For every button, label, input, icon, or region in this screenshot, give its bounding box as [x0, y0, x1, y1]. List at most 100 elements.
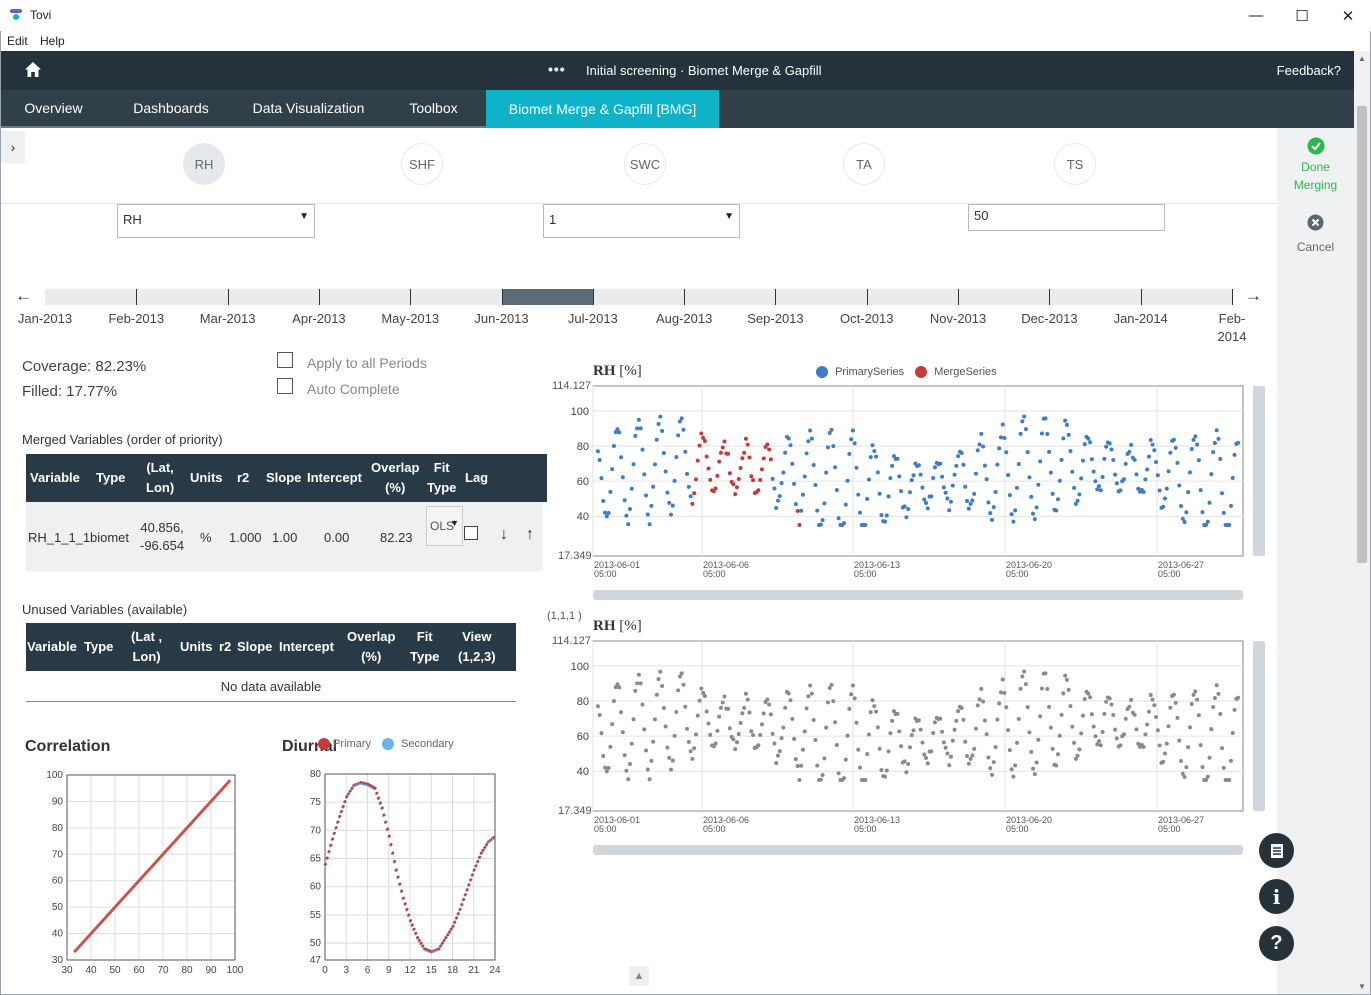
timeline-month-label[interactable]: Jan-2014 [1113, 311, 1168, 326]
y-tick-label: 40 [577, 766, 589, 778]
data-point [925, 506, 930, 511]
apply-all-checkbox[interactable] [277, 352, 293, 368]
period-select[interactable]: 1 ▼ [543, 204, 740, 238]
data-point [891, 709, 896, 714]
data-point [1077, 492, 1082, 497]
notes-icon[interactable] [1259, 833, 1294, 868]
rh-comparison-chart[interactable]: 2013-06-0105:002013-06-0605:002013-06-13… [560, 638, 1265, 863]
expand-sidebar-chevron-icon[interactable]: › [1, 131, 25, 163]
timeline-month-label[interactable]: Jan-2013 [17, 311, 73, 326]
variable-button-shf[interactable]: SHF [401, 143, 443, 185]
x-tick-label: 05:00 [703, 569, 726, 579]
data-point [1141, 745, 1146, 750]
timeline-month-label[interactable]: Sep-2013 [747, 311, 804, 326]
data-point [1182, 519, 1187, 524]
data-point [690, 756, 695, 761]
timeline-prev-arrow-icon[interactable]: ← [15, 286, 32, 305]
data-point [818, 777, 823, 782]
tab-data-visualization[interactable]: Data Visualization [236, 90, 381, 128]
data-point [603, 765, 608, 770]
timeline-tick [227, 289, 229, 305]
window-input[interactable]: 50 [968, 204, 1165, 231]
tab-overview[interactable]: Overview [1, 90, 106, 128]
data-point [595, 704, 600, 709]
x-tick-label: 2013-06-20 [1006, 560, 1052, 570]
minimize-button[interactable]: — [1248, 7, 1264, 24]
more-options-icon[interactable]: ••• [548, 61, 566, 77]
data-point [636, 417, 641, 422]
timeline-month-label[interactable]: Aug-2013 [655, 311, 713, 326]
data-point [606, 766, 611, 771]
tab-biomet-merge-gapfill[interactable]: Biomet Merge & Gapfill [BMG] [486, 90, 719, 128]
data-point [1218, 711, 1223, 716]
data-point [940, 729, 945, 734]
primary-point [453, 920, 457, 924]
variable-select[interactable]: RH ▼ [117, 204, 315, 238]
tab-toolbox[interactable]: Toolbox [381, 90, 486, 128]
info-icon[interactable]: i [1259, 879, 1294, 914]
move-down-arrow-icon[interactable]: ↓ [500, 526, 508, 543]
timeline-month-label[interactable]: Feb- 2014 [1217, 311, 1247, 344]
timeline-month-label[interactable]: Jul-2013 [567, 311, 618, 326]
timeline-month-label[interactable]: Mar-2013 [199, 311, 256, 326]
timeline-month-label[interactable]: Feb-2013 [108, 311, 165, 326]
help-icon[interactable]: ? [1259, 926, 1294, 961]
timeline-month-label[interactable]: Jun-2013 [474, 311, 529, 326]
cancel-button[interactable]: Cancel [1277, 214, 1354, 254]
data-point [601, 754, 606, 759]
x-tick-label: 05:00 [854, 824, 877, 834]
variable-button-ts[interactable]: TS [1054, 143, 1096, 185]
close-window-button[interactable]: ✕ [1341, 7, 1355, 25]
data-point [1129, 442, 1134, 447]
home-icon[interactable] [24, 61, 42, 79]
move-up-arrow-icon[interactable]: ↑ [526, 526, 534, 543]
data-point [877, 746, 882, 751]
timeline-month-label[interactable]: May-2013 [381, 311, 440, 326]
scroll-top-chevron-icon[interactable]: ▲ [629, 966, 649, 986]
menu-edit[interactable]: Edit [7, 34, 28, 48]
data-point [1022, 414, 1027, 419]
menu-help[interactable]: Help [40, 34, 65, 48]
main-tabs: Overview Dashboards Data Visualization T… [1, 90, 1354, 128]
data-point [1221, 510, 1226, 515]
data-point [1152, 703, 1157, 708]
done-merging-button[interactable]: Done Merging [1277, 137, 1354, 194]
data-point [965, 499, 970, 504]
data-point [977, 442, 982, 447]
timeline-month-label[interactable]: Apr-2013 [292, 311, 346, 326]
month-timeline[interactable] [45, 289, 1233, 305]
variable-button-swc[interactable]: SWC [624, 143, 666, 185]
data-point [961, 717, 966, 722]
window-scrollbar[interactable]: ▲ ▼ [1354, 51, 1370, 994]
variable-button-ta[interactable]: TA [843, 143, 885, 185]
timeline-month-label[interactable]: Oct-2013 [840, 311, 894, 326]
data-point [1177, 483, 1182, 488]
tab-dashboards[interactable]: Dashboards [106, 90, 236, 128]
unused-table-header: Variable Type (Lat , Lon) Units r2 Slope… [26, 623, 516, 671]
data-point [824, 725, 829, 730]
timeline-month-label[interactable]: Dec-2013 [1021, 311, 1078, 326]
timeline-month-label[interactable]: Nov-2013 [929, 311, 987, 326]
data-point [981, 699, 986, 704]
auto-complete-checkbox[interactable] [277, 378, 293, 394]
timeline-next-arrow-icon[interactable]: → [1245, 286, 1262, 305]
variable-button-rh[interactable]: RH [183, 143, 225, 185]
data-point [1057, 478, 1062, 483]
data-point [693, 732, 698, 737]
rh-timeseries-chart[interactable]: 2013-06-0105:002013-06-0605:002013-06-13… [560, 383, 1265, 608]
data-point [733, 747, 738, 752]
merged-table-row[interactable]: RH_1_1_1 biomet 40.856, -96.654 % 1.000 … [26, 502, 543, 571]
data-point [806, 439, 811, 444]
data-point [793, 757, 798, 762]
timeline-selected-month[interactable] [501, 289, 593, 305]
data-point [751, 733, 756, 738]
primary-point [410, 923, 414, 927]
row-select-checkbox[interactable] [464, 526, 478, 540]
data-point [1146, 709, 1151, 714]
data-point [863, 522, 868, 527]
data-point [911, 473, 916, 478]
maximize-button[interactable]: ☐ [1295, 7, 1309, 25]
feedback-link[interactable]: Feedback? [1276, 63, 1341, 78]
fit-type-select[interactable]: OLS ▼ [426, 506, 463, 546]
data-point [1118, 488, 1123, 493]
